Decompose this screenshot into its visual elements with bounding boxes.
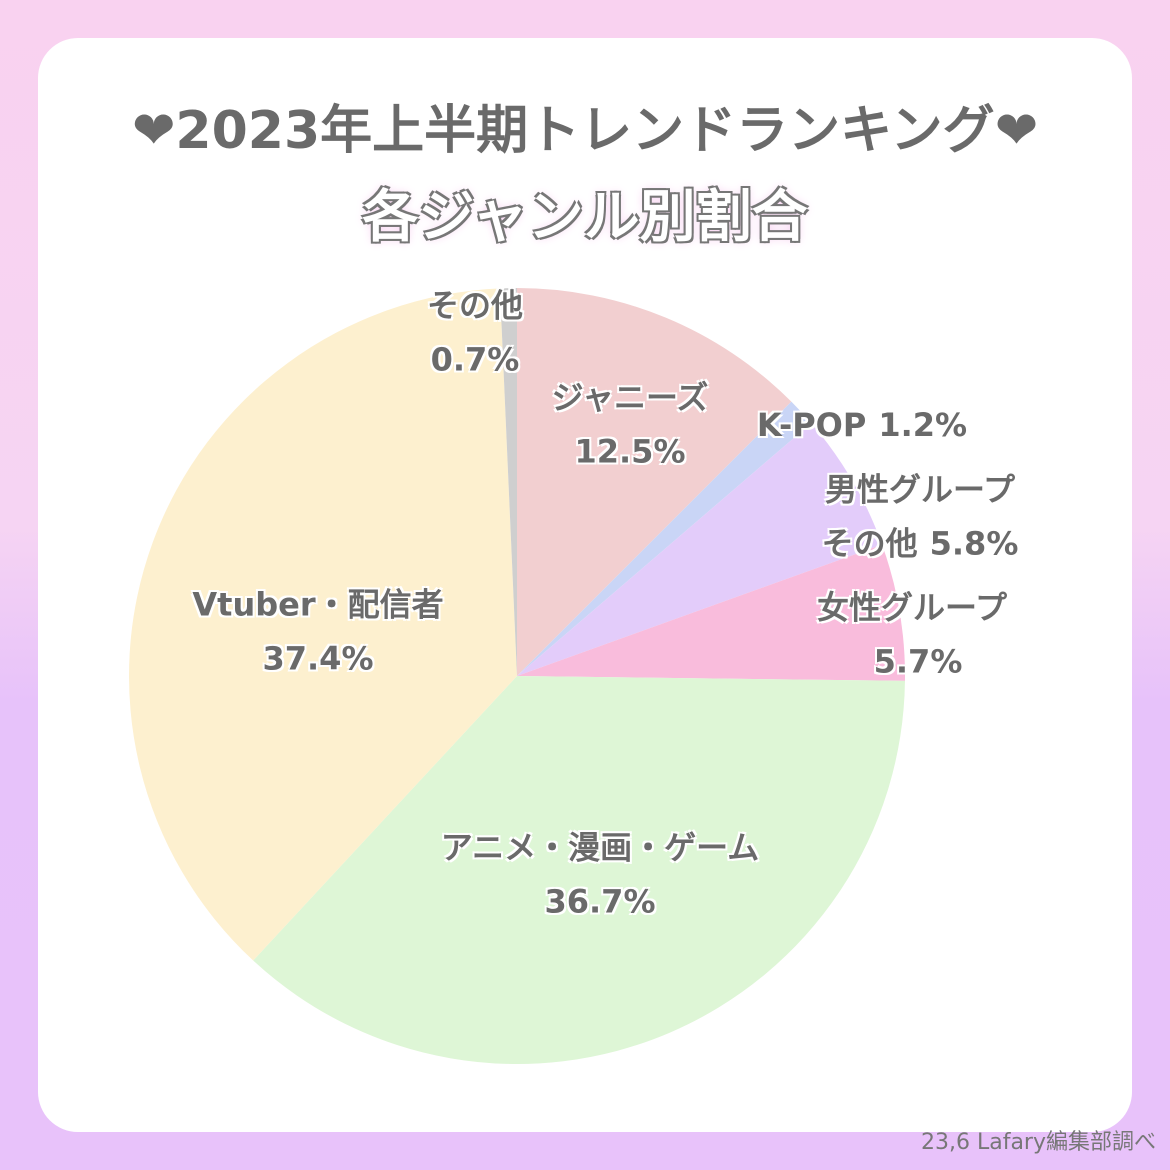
category-label: 男性グループ その他: [821, 470, 1016, 563]
slice-label: その他 0.7%: [427, 279, 523, 388]
slice-label: 女性グループ 5.7%: [783, 581, 1041, 690]
category-label: K-POP: [756, 405, 867, 444]
pie-slice: [499, 288, 517, 676]
value-label: 5.7%: [873, 643, 963, 681]
slice-label: Vtuber・配信者 37.4%: [192, 578, 443, 687]
pie-slice: [129, 288, 517, 961]
pie-slice: [517, 401, 812, 676]
value-label: 12.5%: [574, 433, 686, 471]
pie-slice: [517, 423, 883, 676]
category-label: ジャニーズ: [551, 378, 709, 417]
value-label: 5.8%: [929, 525, 1019, 563]
slice-label: K-POP 1.2%: [757, 398, 967, 452]
category-label: Vtuber・配信者: [192, 585, 444, 624]
pie-slice: [517, 288, 792, 676]
slice-label: ジャニーズ 12.5%: [552, 371, 709, 480]
chart-title: ❤2023年上半期トレンドランキング❤: [131, 101, 1039, 161]
value-label: 36.7%: [544, 883, 656, 921]
slice-label: アニメ・漫画・ゲーム 36.7%: [441, 821, 759, 930]
slice-label: 男性グループ その他 5.8%: [822, 463, 1019, 572]
chart-subtitle: 各ジャンル別割合: [362, 185, 808, 250]
category-label: アニメ・漫画・ゲーム: [440, 828, 760, 867]
pie-slice: [517, 544, 905, 681]
value-label: 37.4%: [262, 640, 374, 678]
category-label: 女性グループ: [816, 588, 1008, 627]
source-note: 23,6 Lafary編集部調べ: [920, 1130, 1156, 1155]
pie-slice: [253, 676, 905, 1064]
value-label: 1.2%: [878, 405, 968, 444]
category-label: その他: [426, 286, 524, 325]
value-label: 0.7%: [430, 341, 520, 379]
